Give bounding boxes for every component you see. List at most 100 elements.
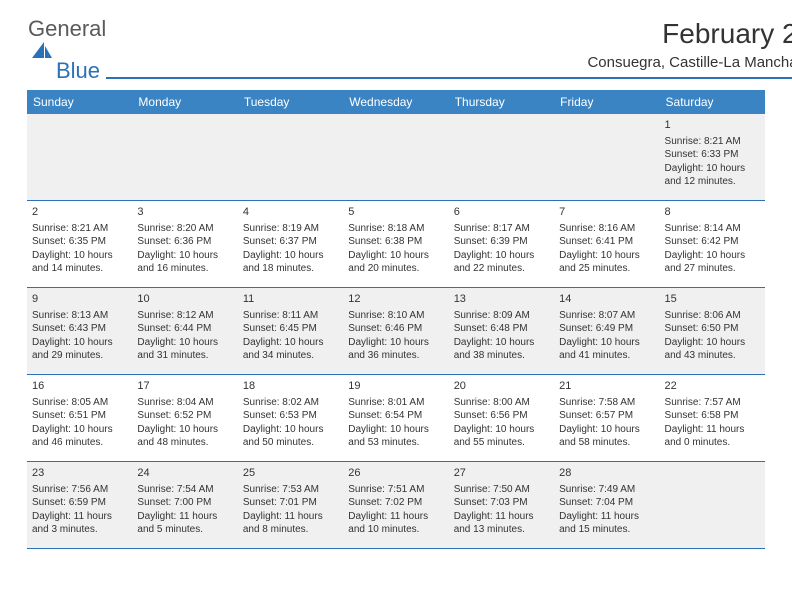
daylight-text: Daylight: 10 hours and 58 minutes. bbox=[559, 423, 654, 450]
daylight-text: Daylight: 10 hours and 27 minutes. bbox=[665, 249, 760, 276]
day-cell: 17Sunrise: 8:04 AMSunset: 6:52 PMDayligh… bbox=[132, 375, 237, 461]
sunrise-text: Sunrise: 8:20 AM bbox=[137, 222, 232, 236]
day-cell: 22Sunrise: 7:57 AMSunset: 6:58 PMDayligh… bbox=[660, 375, 765, 461]
day-number: 14 bbox=[559, 292, 654, 307]
day-number: 5 bbox=[348, 205, 443, 220]
week-row: 1Sunrise: 8:21 AMSunset: 6:33 PMDaylight… bbox=[27, 114, 765, 201]
day-cell: 5 Sunrise: 8:18 AMSunset: 6:38 PMDaylight… bbox=[343, 201, 448, 287]
day-cell: 2Sunrise: 8:21 AMSunset: 6:35 PMDaylight… bbox=[27, 201, 132, 287]
daylight-text: Daylight: 10 hours and 55 minutes. bbox=[454, 423, 549, 450]
day-cell: 16Sunrise: 8:05 AMSunset: 6:51 PMDayligh… bbox=[27, 375, 132, 461]
sunrise-text: Sunrise: 7:53 AM bbox=[243, 483, 338, 497]
day-number: 2 bbox=[32, 205, 127, 220]
sunset-text: Sunset: 6:46 PM bbox=[348, 322, 443, 336]
day-number: 13 bbox=[454, 292, 549, 307]
sunset-text: Sunset: 6:42 PM bbox=[665, 235, 760, 249]
day-header: Monday bbox=[132, 90, 237, 114]
sunrise-text: Sunrise: 8:18 AM bbox=[348, 222, 443, 236]
day-cell: 26Sunrise: 7:51 AMSunset: 7:02 PMDayligh… bbox=[343, 462, 448, 548]
daylight-text: Daylight: 10 hours and 14 minutes. bbox=[32, 249, 127, 276]
sunrise-text: Sunrise: 7:58 AM bbox=[559, 396, 654, 410]
day-number: 28 bbox=[559, 466, 654, 481]
day-cell: 19Sunrise: 8:01 AMSunset: 6:54 PMDayligh… bbox=[343, 375, 448, 461]
daylight-text: Daylight: 11 hours and 0 minutes. bbox=[665, 423, 760, 450]
day-cell: 8 Sunrise: 8:14 AMSunset: 6:42 PMDaylight… bbox=[660, 201, 765, 287]
daylight-text: Daylight: 11 hours and 5 minutes. bbox=[137, 510, 232, 537]
sunset-text: Sunset: 7:03 PM bbox=[454, 496, 549, 510]
day-cell: 25Sunrise: 7:53 AMSunset: 7:01 PMDayligh… bbox=[238, 462, 343, 548]
sunrise-text: Sunrise: 7:54 AM bbox=[137, 483, 232, 497]
sunrise-text: Sunrise: 8:12 AM bbox=[137, 309, 232, 323]
day-number: 18 bbox=[243, 379, 338, 394]
day-cell: 11Sunrise: 8:11 AMSunset: 6:45 PMDayligh… bbox=[238, 288, 343, 374]
sunrise-text: Sunrise: 8:05 AM bbox=[32, 396, 127, 410]
day-cell bbox=[660, 462, 765, 548]
sunset-text: Sunset: 7:01 PM bbox=[243, 496, 338, 510]
daylight-text: Daylight: 10 hours and 50 minutes. bbox=[243, 423, 338, 450]
sunset-text: Sunset: 6:38 PM bbox=[348, 235, 443, 249]
page-header: General Blue February 2025 Consuegra, Ca… bbox=[0, 0, 792, 90]
sunrise-text: Sunrise: 8:21 AM bbox=[665, 135, 760, 149]
day-number: 3 bbox=[137, 205, 232, 220]
day-cell: 4Sunrise: 8:19 AMSunset: 6:37 PMDaylight… bbox=[238, 201, 343, 287]
sunset-text: Sunset: 6:35 PM bbox=[32, 235, 127, 249]
weeks-container: 1Sunrise: 8:21 AMSunset: 6:33 PMDaylight… bbox=[27, 114, 765, 549]
daylight-text: Daylight: 10 hours and 31 minutes. bbox=[137, 336, 232, 363]
daylight-text: Daylight: 10 hours and 34 minutes. bbox=[243, 336, 338, 363]
day-cell bbox=[343, 114, 448, 200]
sunset-text: Sunset: 7:00 PM bbox=[137, 496, 232, 510]
daylight-text: Daylight: 11 hours and 8 minutes. bbox=[243, 510, 338, 537]
day-header: Saturday bbox=[660, 90, 765, 114]
sunset-text: Sunset: 6:48 PM bbox=[454, 322, 549, 336]
sunrise-text: Sunrise: 8:17 AM bbox=[454, 222, 549, 236]
sunrise-text: Sunrise: 7:51 AM bbox=[348, 483, 443, 497]
week-row: 23Sunrise: 7:56 AMSunset: 6:59 PMDayligh… bbox=[27, 462, 765, 549]
brand-text-general: General bbox=[28, 16, 106, 41]
day-number: 26 bbox=[348, 466, 443, 481]
day-number: 19 bbox=[348, 379, 443, 394]
sunset-text: Sunset: 7:04 PM bbox=[559, 496, 654, 510]
daylight-text: Daylight: 10 hours and 20 minutes. bbox=[348, 249, 443, 276]
month-title: February 2025 bbox=[106, 18, 792, 50]
day-cell: 12Sunrise: 8:10 AMSunset: 6:46 PMDayligh… bbox=[343, 288, 448, 374]
day-number: 11 bbox=[243, 292, 338, 307]
day-header: Tuesday bbox=[238, 90, 343, 114]
day-cell: 10Sunrise: 8:12 AMSunset: 6:44 PMDayligh… bbox=[132, 288, 237, 374]
week-row: 16 Sunrise: 8:05 AMSunset: 6:51 PM Dayligh… bbox=[27, 375, 765, 462]
day-header: Friday bbox=[554, 90, 659, 114]
sunrise-text: Sunrise: 8:02 AM bbox=[243, 396, 338, 410]
day-number: 8 bbox=[665, 205, 760, 220]
day-cell: 3Sunrise: 8:20 AMSunset: 6:36 PMDaylight… bbox=[132, 201, 237, 287]
day-cell: 15Sunrise: 8:06 AMSunset: 6:50 PMDayligh… bbox=[660, 288, 765, 374]
day-cell: 27Sunrise: 7:50 AMSunset: 7:03 PMDayligh… bbox=[449, 462, 554, 548]
sunrise-text: Sunrise: 8:07 AM bbox=[559, 309, 654, 323]
sunrise-text: Sunrise: 8:11 AM bbox=[243, 309, 338, 323]
day-number: 21 bbox=[559, 379, 654, 394]
sunset-text: Sunset: 6:54 PM bbox=[348, 409, 443, 423]
sunrise-text: Sunrise: 8:16 AM bbox=[559, 222, 654, 236]
sunset-text: Sunset: 6:39 PM bbox=[454, 235, 549, 249]
day-cell: 18Sunrise: 8:02 AMSunset: 6:53 PMDayligh… bbox=[238, 375, 343, 461]
daylight-text: Daylight: 11 hours and 15 minutes. bbox=[559, 510, 654, 537]
sunset-text: Sunset: 6:56 PM bbox=[454, 409, 549, 423]
sunset-text: Sunset: 6:44 PM bbox=[137, 322, 232, 336]
calendar-grid: SundayMondayTuesdayWednesdayThursdayFrid… bbox=[27, 90, 765, 549]
sunrise-text: Sunrise: 8:14 AM bbox=[665, 222, 760, 236]
sunrise-text: Sunrise: 8:04 AM bbox=[137, 396, 232, 410]
sunset-text: Sunset: 6:43 PM bbox=[32, 322, 127, 336]
sunset-text: Sunset: 6:51 PM bbox=[32, 409, 127, 423]
brand-sail-icon bbox=[30, 40, 54, 60]
daylight-text: Daylight: 11 hours and 10 minutes. bbox=[348, 510, 443, 537]
sunrise-text: Sunrise: 8:09 AM bbox=[454, 309, 549, 323]
day-number: 16 bbox=[32, 379, 127, 394]
daylight-text: Daylight: 10 hours and 29 minutes. bbox=[32, 336, 127, 363]
day-cell bbox=[27, 114, 132, 200]
day-number: 1 bbox=[665, 118, 760, 133]
day-number: 7 bbox=[559, 205, 654, 220]
day-cell bbox=[132, 114, 237, 200]
daylight-text: Daylight: 10 hours and 43 minutes. bbox=[665, 336, 760, 363]
location-subtitle: Consuegra, Castille-La Mancha, Spain bbox=[106, 54, 792, 79]
daylight-text: Daylight: 10 hours and 12 minutes. bbox=[665, 162, 760, 189]
day-cell bbox=[449, 114, 554, 200]
daylight-text: Daylight: 10 hours and 38 minutes. bbox=[454, 336, 549, 363]
